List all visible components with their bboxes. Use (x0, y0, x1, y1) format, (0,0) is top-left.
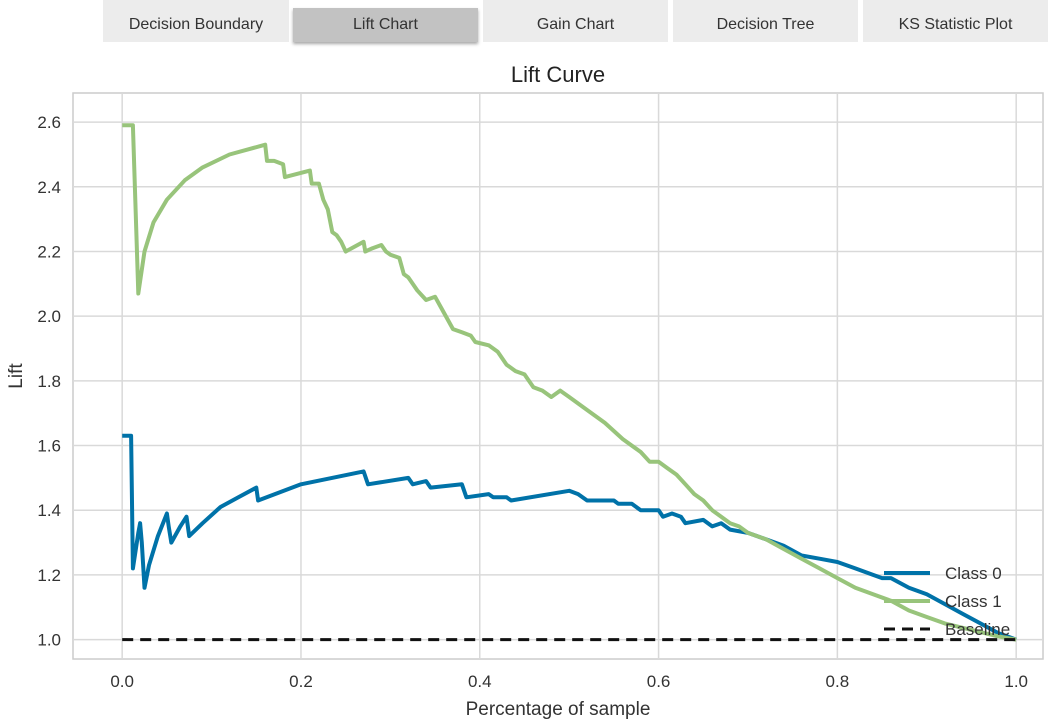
legend-label-class-0: Class 0 (945, 564, 1002, 583)
tab-decision-tree[interactable]: Decision Tree (673, 0, 858, 42)
series-lines (122, 123, 1017, 642)
y-tick-label: 2.2 (37, 242, 61, 261)
x-tick-label: 0.4 (468, 672, 492, 691)
y-tick-label: 1.6 (37, 437, 61, 456)
x-tick-label: 0.6 (647, 672, 671, 691)
lift-curve-chart: 0.0 0.2 0.4 0.6 0.8 1.0 1.0 1.2 1.4 1.6 1.8 2.0 2.2 2… (6, 62, 1044, 720)
tab-bar: Decision Boundary Lift Chart Gain Chart … (0, 0, 1049, 44)
x-tick-label: 1.0 (1004, 672, 1028, 691)
x-tick-label: 0.2 (289, 672, 313, 691)
tab-decision-boundary[interactable]: Decision Boundary (103, 0, 289, 42)
legend: Class 0 Class 1 Baseline (884, 564, 1010, 639)
x-tick-label: 0.8 (826, 672, 850, 691)
y-tick-label: 2.0 (37, 307, 61, 326)
tick-labels: 0.0 0.2 0.4 0.6 0.8 1.0 1.0 1.2 1.4 1.6 1.8 2.0 2.2 2… (37, 113, 1028, 691)
tab-gain-chart[interactable]: Gain Chart (483, 0, 668, 42)
legend-label-baseline: Baseline (945, 620, 1010, 639)
y-tick-label: 1.4 (37, 501, 61, 520)
y-tick-label: 1.2 (37, 566, 61, 585)
x-axis-label: Percentage of sample (466, 699, 651, 720)
tab-lift-chart[interactable]: Lift Chart (293, 8, 478, 42)
series-line-class-0 (122, 433, 1017, 642)
x-tick-label: 0.0 (110, 672, 134, 691)
y-tick-label: 2.4 (37, 178, 61, 197)
y-tick-label: 2.6 (37, 113, 61, 132)
legend-label-class-1: Class 1 (945, 592, 1002, 611)
series-line-class-1 (122, 123, 1017, 642)
y-tick-label: 1.0 (37, 631, 61, 650)
tab-ks-statistic-plot[interactable]: KS Statistic Plot (863, 0, 1048, 42)
chart-title: Lift Curve (511, 62, 605, 87)
y-axis-label: Lift (6, 363, 27, 389)
y-tick-label: 1.8 (37, 372, 61, 391)
